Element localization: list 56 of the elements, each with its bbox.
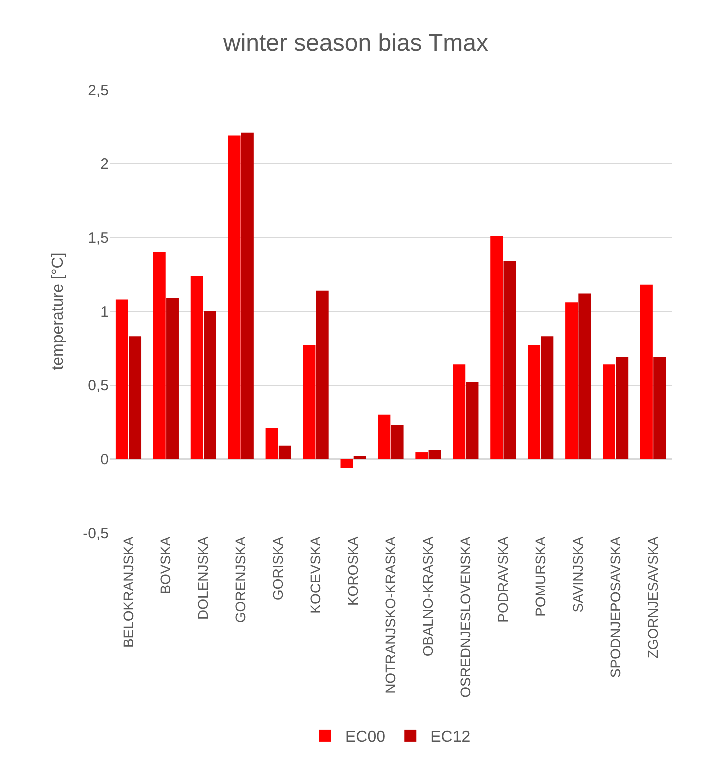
x-tick-label: PODRAVSKA [494, 536, 511, 623]
bar [228, 136, 241, 460]
bar [466, 382, 479, 460]
x-tick-label: KOCEVSKA [308, 536, 324, 614]
chart-title: winter season bias Tmax [222, 30, 489, 58]
y-axis-title: temperature [°C] [50, 252, 68, 370]
bar [528, 345, 541, 460]
bar [541, 336, 554, 460]
bar [490, 236, 504, 460]
bar [654, 357, 666, 460]
bar [354, 456, 366, 460]
bar [316, 290, 329, 460]
legend-label: EC12 [430, 729, 471, 746]
x-tick-label: GORISKA [270, 536, 286, 601]
x-tick-label: KOROSKA [345, 536, 362, 606]
bar [204, 312, 216, 460]
x-tick-label: ZGORNJESAVSKA [644, 536, 661, 659]
bar [391, 425, 404, 460]
bar [278, 446, 292, 460]
y-tick-label: 1,5 [88, 230, 109, 247]
bar [453, 364, 466, 460]
bar [603, 364, 616, 460]
y-tick-label: 2 [100, 156, 109, 174]
bar [428, 450, 442, 460]
bar [153, 252, 166, 460]
bar [640, 284, 653, 460]
x-tick-label: NOTRANJSKO-KRASKA [382, 536, 399, 694]
bar [116, 300, 128, 460]
x-tick-label: POMURSKA [532, 536, 548, 617]
y-tick-label: -0,5 [83, 525, 109, 542]
y-tick-label: 2,5 [88, 82, 109, 100]
bar [166, 298, 179, 460]
bar [266, 428, 278, 460]
x-tick-label: SPODNJEPOSAVSKA [607, 536, 624, 678]
bar [241, 132, 254, 460]
x-tick-label: BELOKRANJSKA [120, 536, 136, 648]
bar [190, 276, 204, 460]
x-tick-label: SAVINJSKA [570, 536, 586, 613]
bar [616, 357, 629, 460]
bar [129, 336, 142, 460]
x-tick-label: DOLENJSKA [195, 536, 212, 620]
x-tick-label: GORENJSKA [232, 536, 249, 624]
bar [378, 414, 391, 460]
x-tick-label: BOVSKA [158, 536, 174, 594]
bar [303, 345, 316, 460]
y-tick-label: 1 [100, 304, 109, 321]
x-tick-label: OBALNO-KRASKA [420, 536, 436, 657]
bar [578, 294, 592, 460]
y-tick-label: 0 [100, 451, 109, 468]
bar [340, 459, 354, 468]
x-tick-label: OSREDNJESLOVENSKA [457, 536, 474, 698]
bar [416, 452, 428, 460]
bar [566, 302, 578, 460]
legend-label: EC00 [346, 729, 386, 746]
bar [504, 261, 516, 460]
y-tick-label: 0,5 [88, 378, 109, 395]
